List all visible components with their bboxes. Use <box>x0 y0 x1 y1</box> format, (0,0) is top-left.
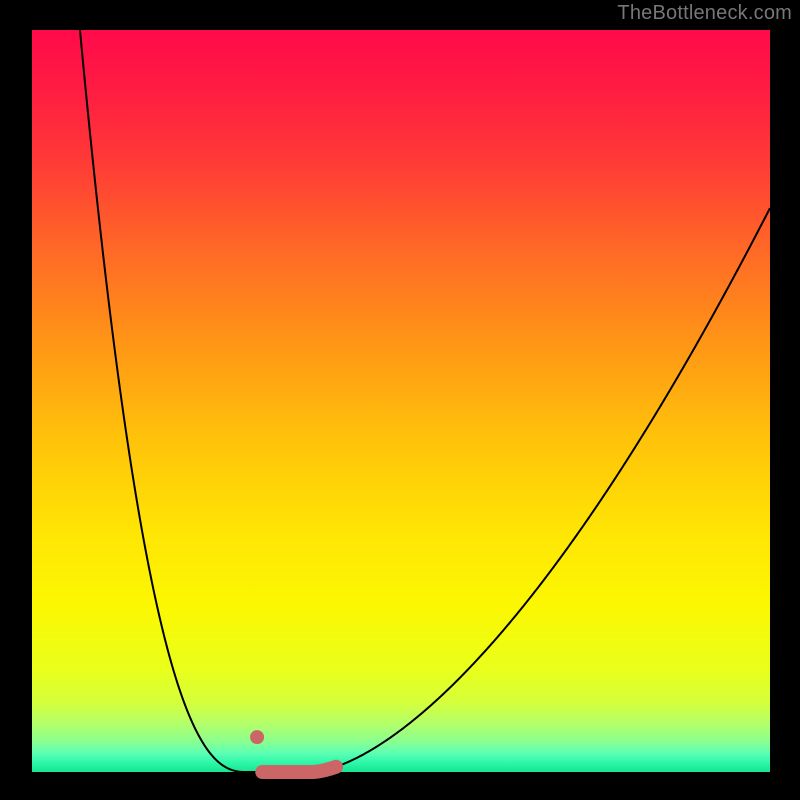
bottleneck-curve-chart <box>0 0 800 800</box>
plot-background <box>32 30 770 772</box>
highlight-dot <box>250 730 264 744</box>
chart-root: TheBottleneck.com <box>0 0 800 800</box>
highlight-right <box>279 767 336 772</box>
